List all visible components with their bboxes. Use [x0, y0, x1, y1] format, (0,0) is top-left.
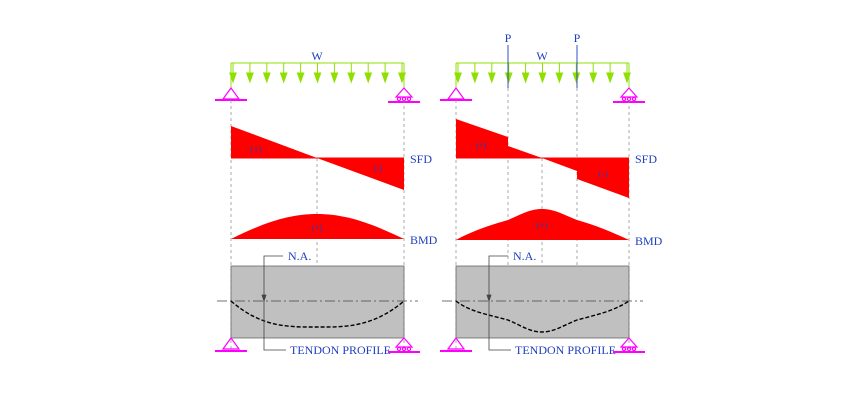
udl-arrow: [623, 63, 631, 84]
bmd-plus-sign-left: (+): [311, 223, 322, 233]
bmd-right: (+): [456, 209, 629, 240]
point-load-label-1: P: [505, 31, 512, 45]
udl-arrow: [245, 63, 254, 84]
bmd-label-right: BMD: [635, 234, 663, 248]
sfd-plus-sign-left: (+): [250, 144, 261, 154]
udl-label-left: W: [311, 49, 323, 63]
sfd-minus-sign-left: (-): [374, 163, 383, 173]
udl-arrow: [279, 63, 288, 84]
udl-arrow: [572, 63, 581, 84]
tendon-label-right: TENDON PROFILE: [515, 343, 616, 357]
sfd-label-right: SFD: [635, 152, 657, 166]
udl-arrow: [296, 63, 305, 84]
udl-load-right: [454, 62, 631, 88]
udl-arrow: [381, 63, 390, 84]
bmd-left: (+): [231, 214, 404, 239]
bmd-plus-sign-right: (+): [536, 220, 547, 230]
na-label-right: N.A.: [513, 249, 536, 263]
tendon-leader-left: [263, 301, 286, 351]
tendon-leader-right: [488, 301, 511, 351]
left-panel: W (+) (-) SFD (+): [215, 49, 438, 357]
udl-arrow: [555, 63, 564, 84]
beam-section-right: [455, 265, 630, 339]
support-roller-left-top: [388, 87, 420, 103]
bmd-label-left: BMD: [410, 233, 438, 247]
sfd-plus-sign-right: (+): [475, 140, 486, 150]
tendon-profile-right: [455, 300, 630, 333]
udl-arrow: [229, 63, 237, 84]
udl-arrow: [504, 63, 513, 84]
sfd-label-left: SFD: [410, 152, 432, 166]
udl-arrow: [330, 63, 339, 84]
udl-arrow: [262, 63, 271, 84]
projection-lines-left: [230, 100, 405, 350]
udl-arrow: [521, 63, 530, 84]
right-panel: W P P: [440, 31, 663, 357]
udl-arrow: [487, 63, 496, 84]
support-pin-left-top: [215, 86, 247, 101]
tendon-profile-left: [230, 300, 405, 328]
na-label-left: N.A.: [288, 249, 311, 263]
support-pin-left-bottom: [215, 336, 247, 352]
support-roller-right-top: [613, 87, 645, 103]
point-load-label-2: P: [574, 31, 581, 45]
udl-arrow: [589, 63, 598, 84]
udl-arrow: [454, 63, 462, 84]
udl-load-left: [229, 62, 406, 88]
udl-arrow: [347, 63, 356, 84]
udl-arrow: [364, 63, 373, 84]
support-roller-left-bottom: [388, 337, 420, 353]
tendon-label-left: TENDON PROFILE: [290, 343, 391, 357]
udl-arrow: [538, 63, 547, 84]
support-pin-right-top: [440, 86, 472, 101]
udl-arrow: [470, 63, 479, 84]
beam-section-left: [230, 265, 405, 339]
na-leader-right: [486, 255, 508, 303]
sfd-left: (+) (-): [231, 126, 404, 190]
support-roller-right-bottom: [613, 337, 645, 353]
na-leader-left: [261, 255, 283, 303]
udl-label-right: W: [536, 49, 548, 63]
sfd-right: (+) (-): [456, 119, 629, 198]
sfd-minus-sign-right: (-): [599, 169, 608, 179]
udl-arrow: [398, 63, 406, 84]
support-pin-right-bottom: [440, 336, 472, 352]
udl-arrow: [606, 63, 615, 84]
udl-arrow: [313, 63, 322, 84]
